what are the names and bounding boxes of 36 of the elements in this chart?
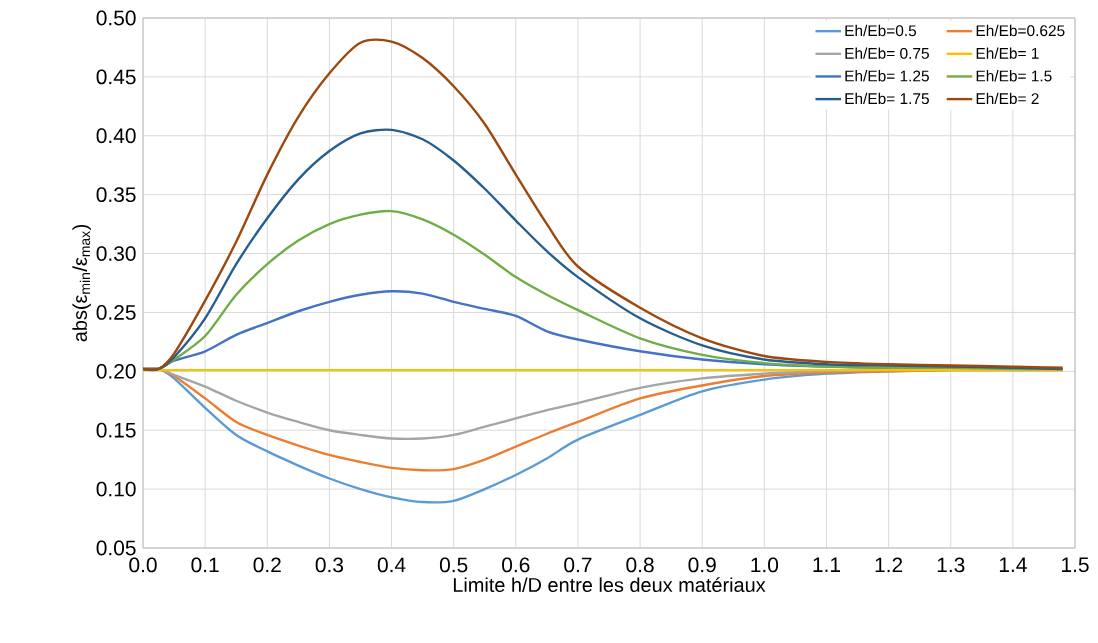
x-tick-label: 0.6 [502, 557, 530, 573]
x-tick-label: 0.5 [439, 557, 468, 573]
legend-label: Eh/Eb=0.625 [976, 24, 1065, 37]
legend-label: Eh/Eb= 1.75 [845, 92, 929, 105]
y-tick-label: 0.30 [96, 246, 136, 261]
y-tick-label: 0.40 [96, 128, 136, 144]
x-tick-label: 0.1 [191, 557, 219, 573]
legend-label: Eh/Eb= 0.75 [845, 47, 929, 59]
x-tick-label: 0.7 [564, 557, 592, 573]
y-tick-label: 0.50 [96, 10, 136, 26]
x-tick-label: 0.0 [129, 557, 157, 573]
x-tick-label: 0.4 [377, 557, 406, 573]
legend-label: Eh/Eb= 1 [976, 47, 1039, 59]
x-tick-label: 0.2 [253, 557, 281, 573]
x-tick-label: 0.3 [315, 557, 344, 573]
y-tick-label: 0.25 [96, 305, 136, 320]
legend-label: Eh/Eb=0.5 [845, 24, 917, 37]
y-tick-label: 0.10 [96, 481, 136, 497]
x-tick-label: 0.8 [626, 557, 654, 573]
y-tick-label: 0.20 [96, 363, 136, 379]
legend-label: Eh/Eb= 2 [976, 92, 1039, 105]
x-tick-label: 1.5 [1062, 557, 1089, 573]
y-tick-label: 0.05 [96, 540, 136, 556]
x-tick-label: 1.0 [751, 557, 779, 573]
x-tick-label: 1.1 [813, 557, 840, 572]
x-axis-title: Limite h/D entre les deux matériaux [453, 577, 766, 593]
y-tick-label: 0.35 [96, 187, 136, 203]
legend-label: Eh/Eb= 1.25 [845, 70, 929, 82]
y-tick-label: 0.15 [96, 422, 136, 438]
legend-label: Eh/Eb= 1.5 [976, 70, 1052, 82]
x-tick-label: 0.9 [688, 557, 716, 573]
x-tick-label: 1.3 [937, 557, 965, 573]
x-tick-label: 1.2 [875, 557, 903, 573]
y-axis-title: abs(ε$_{min}$/ε$_{max}$) [72, 224, 91, 342]
x-tick-label: 1.4 [999, 557, 1027, 572]
y-tick-label: 0.45 [96, 69, 136, 85]
